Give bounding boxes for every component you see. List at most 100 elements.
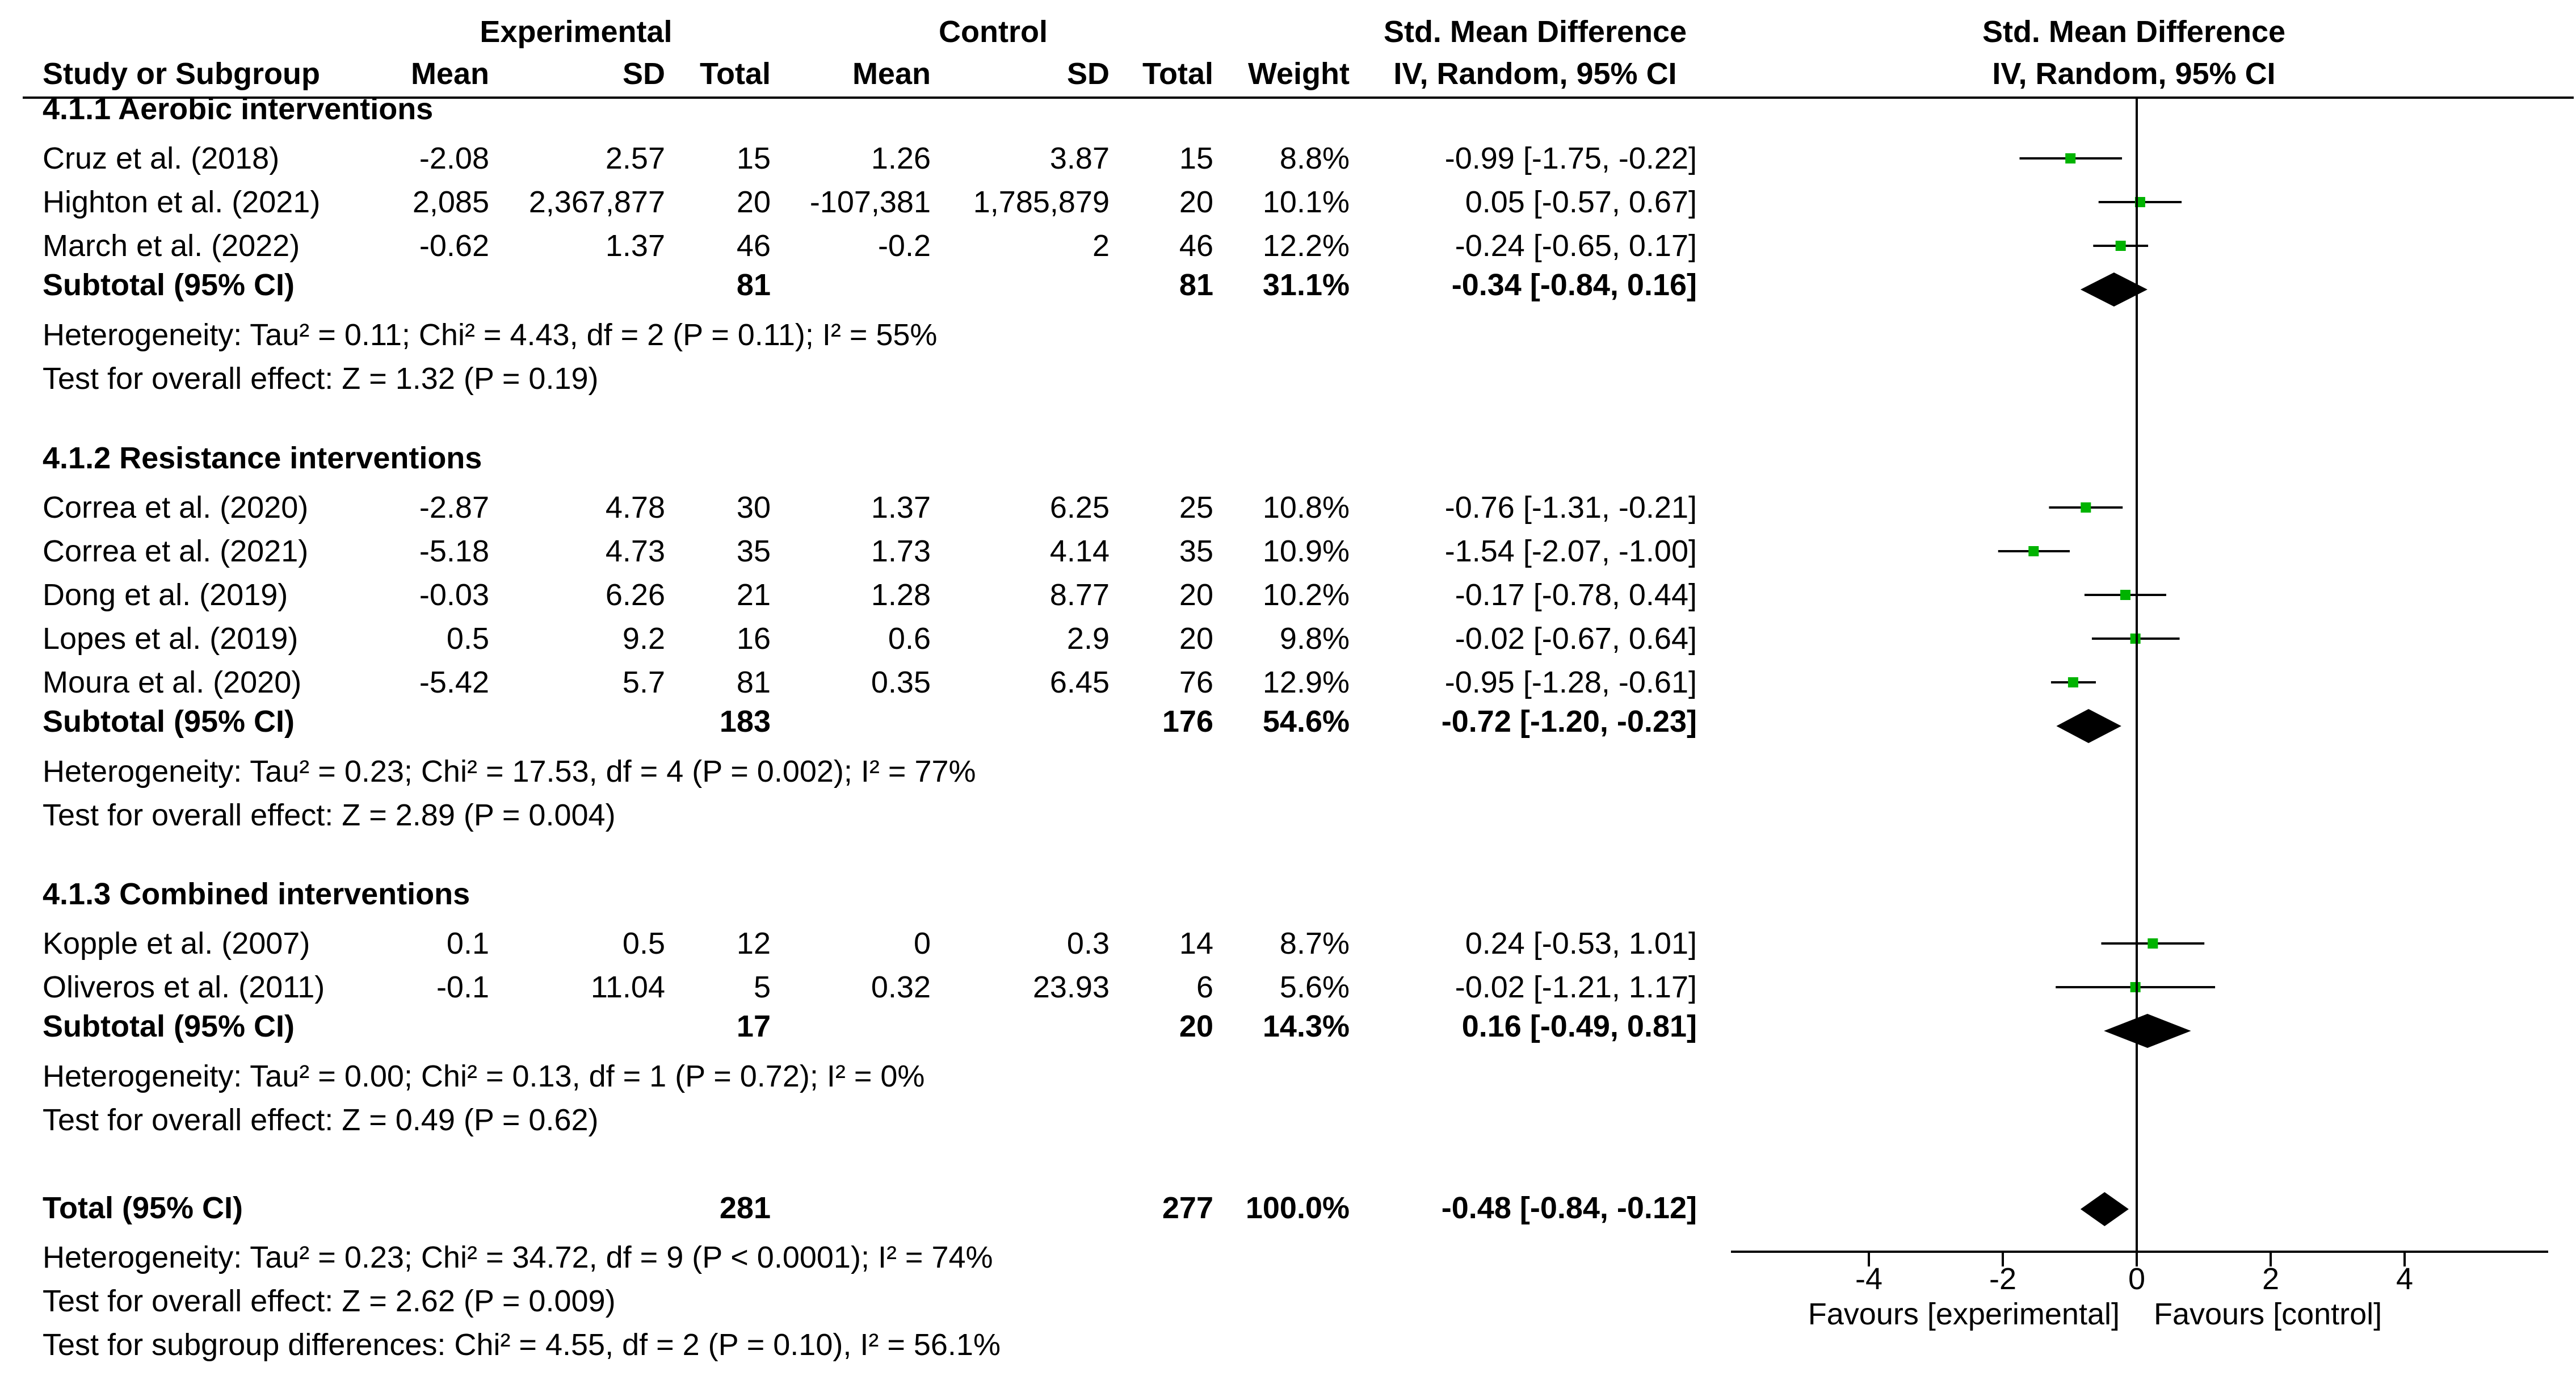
overall-effect-text: Test for overall effect: Z = 2.89 (P = 0… (43, 798, 616, 832)
study-sd-e: 6.26 (606, 578, 665, 612)
study-sd-c: 6.25 (1050, 490, 1110, 525)
study-weight: 9.8% (1280, 622, 1350, 656)
study-name: Cruz et al. (2018) (43, 141, 279, 175)
total-label: Total (95% CI) (43, 1191, 243, 1225)
study-sd-e: 9.2 (623, 622, 665, 656)
study-name: March et al. (2022) (43, 229, 300, 263)
header-mean-e: Mean (411, 57, 489, 91)
study-sd-c: 4.14 (1050, 534, 1110, 568)
study-mean-c: -0.2 (878, 229, 931, 263)
study-n-e: 5 (754, 970, 771, 1004)
header-study: Study or Subgroup (43, 57, 320, 91)
subtotal-ci: -0.72 [-1.20, -0.23] (1442, 704, 1697, 739)
subtotal-ci: -0.34 [-0.84, 0.16] (1452, 268, 1697, 302)
study-n-c: 20 (1179, 185, 1213, 219)
subgroup-title: 4.1.3 Combined interventions (43, 877, 470, 911)
header-weight: Weight (1248, 57, 1350, 91)
study-ci: -0.95 [-1.28, -0.61] (1445, 665, 1697, 699)
header-control: Control (939, 15, 1048, 49)
subgroup-title: 4.1.2 Resistance interventions (43, 441, 482, 475)
subtotal-diamond (2056, 709, 2121, 743)
total-n-c: 277 (1162, 1191, 1213, 1225)
header-experimental: Experimental (480, 15, 672, 49)
study-n-e: 21 (737, 578, 771, 612)
x-tick-label: 0 (2128, 1262, 2145, 1296)
study-weight: 8.8% (1280, 141, 1350, 175)
study-ci: -0.24 [-0.65, 0.17] (1455, 229, 1697, 263)
study-point (2148, 938, 2158, 949)
study-point (2081, 502, 2091, 513)
subtotal-diamond (2104, 1014, 2191, 1048)
x-tick-label: -2 (1989, 1262, 2016, 1296)
study-mean-e: -5.42 (419, 665, 489, 699)
study-ci: -0.76 [-1.31, -0.21] (1445, 490, 1697, 525)
study-mean-c: 0.35 (871, 665, 931, 699)
study-weight: 5.6% (1280, 970, 1350, 1004)
study-name: Oliveros et al. (2011) (43, 970, 325, 1004)
study-point (2130, 982, 2141, 992)
study-ci: -0.17 [-0.78, 0.44] (1455, 578, 1697, 612)
study-n-c: 15 (1179, 141, 1213, 175)
study-n-e: 35 (737, 534, 771, 568)
subtotal-n-c: 20 (1179, 1009, 1213, 1043)
study-mean-c: -107,381 (810, 185, 931, 219)
study-sd-c: 23.93 (1033, 970, 1110, 1004)
subtotal-label: Subtotal (95% CI) (43, 268, 295, 302)
subtotal-n-c: 81 (1179, 268, 1213, 302)
favours-right-label: Favours [control] (2154, 1297, 2382, 1331)
study-n-c: 6 (1196, 970, 1213, 1004)
study-sd-e: 11.04 (591, 970, 665, 1004)
study-point (2130, 634, 2141, 644)
study-n-c: 35 (1179, 534, 1213, 568)
study-mean-e: -0.03 (419, 578, 489, 612)
study-n-e: 46 (737, 229, 771, 263)
subtotal-label: Subtotal (95% CI) (43, 704, 295, 739)
study-mean-e: 0.5 (447, 622, 489, 656)
study-name: Moura et al. (2020) (43, 665, 301, 699)
subtotal-diamond (2080, 272, 2148, 307)
subtotal-weight: 54.6% (1263, 704, 1350, 739)
subtotal-ci: 0.16 [-0.49, 0.81] (1462, 1009, 1697, 1043)
study-ci: -0.99 [-1.75, -0.22] (1445, 141, 1697, 175)
study-mean-c: 1.37 (871, 490, 931, 525)
study-mean-c: 1.26 (871, 141, 931, 175)
study-n-e: 81 (737, 665, 771, 699)
header-smd-plot-sub: IV, Random, 95% CI (1992, 57, 2275, 91)
study-point (2115, 241, 2126, 251)
study-name: Highton et al. (2021) (43, 185, 320, 219)
study-mean-e: 2,085 (413, 185, 489, 219)
study-n-e: 30 (737, 490, 771, 525)
study-sd-e: 2.57 (606, 141, 665, 175)
study-mean-c: 1.28 (871, 578, 931, 612)
total-n-e: 281 (720, 1191, 771, 1225)
total-overall-effect-text: Test for overall effect: Z = 2.62 (P = 0… (43, 1284, 616, 1318)
overall-effect-text: Test for overall effect: Z = 0.49 (P = 0… (43, 1103, 599, 1137)
total-ci: -0.48 [-0.84, -0.12] (1442, 1191, 1697, 1225)
study-ci: 0.05 [-0.57, 0.67] (1465, 185, 1697, 219)
total-diamond (2080, 1192, 2129, 1226)
study-mean-c: 0.32 (871, 970, 931, 1004)
study-weight: 8.7% (1280, 926, 1350, 960)
study-mean-e: 0.1 (447, 926, 489, 960)
study-mean-e: -5.18 (419, 534, 489, 568)
study-mean-e: -0.62 (419, 229, 489, 263)
header-sd-e: SD (623, 57, 665, 91)
subtotal-n-e: 17 (737, 1009, 771, 1043)
study-sd-c: 3.87 (1050, 141, 1110, 175)
study-weight: 10.8% (1263, 490, 1350, 525)
subgroup-differences-text: Test for subgroup differences: Chi² = 4.… (43, 1328, 1001, 1362)
study-sd-e: 0.5 (623, 926, 665, 960)
total-heterogeneity-text: Heterogeneity: Tau² = 0.23; Chi² = 34.72… (43, 1240, 993, 1274)
study-sd-c: 0.3 (1067, 926, 1110, 960)
header-mean-c: Mean (852, 57, 931, 91)
x-tick-label: 4 (2396, 1262, 2413, 1296)
study-sd-c: 2.9 (1067, 622, 1110, 656)
header-total-e: Total (700, 57, 771, 91)
subtotal-n-e: 81 (737, 268, 771, 302)
study-name: Correa et al. (2020) (43, 490, 308, 525)
study-name: Lopes et al. (2019) (43, 622, 298, 656)
study-n-c: 76 (1179, 665, 1213, 699)
overall-effect-text: Test for overall effect: Z = 1.32 (P = 0… (43, 362, 599, 396)
subtotal-weight: 31.1% (1263, 268, 1350, 302)
